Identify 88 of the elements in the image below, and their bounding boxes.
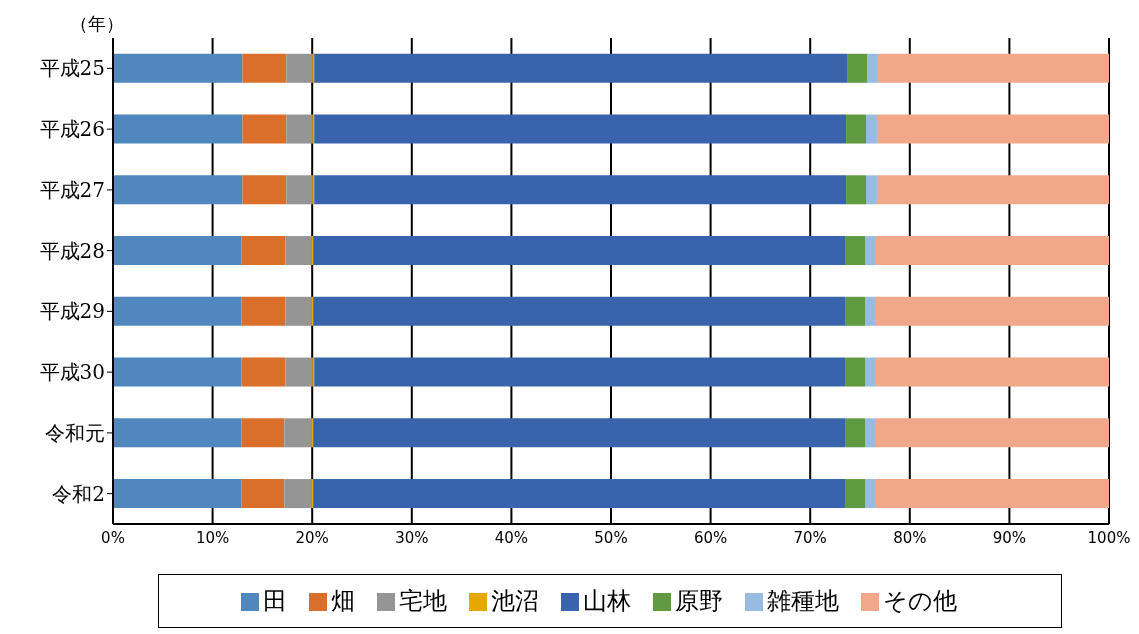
- bar: [864, 479, 876, 509]
- x-tick-label: 40%: [494, 528, 529, 547]
- x-tick-label: 30%: [395, 528, 429, 547]
- bar: [286, 175, 313, 205]
- legend-label: 池沼: [491, 587, 539, 615]
- bar: [241, 418, 285, 448]
- bar: [875, 479, 1109, 509]
- legend-label: 宅地: [399, 587, 447, 615]
- bar: [113, 418, 242, 448]
- x-tick-label: 20%: [295, 528, 329, 547]
- bar: [314, 53, 848, 83]
- y-tick-label: 令和元: [45, 420, 105, 445]
- bar: [242, 53, 287, 83]
- bar: [113, 175, 243, 205]
- bar: [875, 357, 1109, 387]
- x-tick-label: 50%: [594, 528, 628, 547]
- legend-label: 田: [263, 587, 287, 615]
- legend-label: 畑: [331, 587, 355, 615]
- y-tick-label: 平成28: [39, 238, 105, 263]
- bar: [845, 479, 865, 509]
- bar: [846, 175, 866, 205]
- bar: [113, 53, 243, 83]
- legend-label: 雑種地: [767, 587, 839, 615]
- x-tick-label: 100%: [1087, 528, 1131, 547]
- legend-label: 山林: [583, 587, 631, 615]
- bar: [284, 418, 312, 448]
- bar: [845, 296, 865, 326]
- bar: [284, 479, 312, 509]
- bar: [311, 479, 314, 509]
- bar: [241, 236, 286, 266]
- bar: [285, 296, 312, 326]
- bar: [864, 418, 876, 448]
- bar: [241, 357, 286, 387]
- bar: [311, 296, 314, 326]
- bar: [313, 479, 846, 509]
- bar: [285, 236, 312, 266]
- bar: [285, 357, 313, 387]
- bar: [875, 296, 1109, 326]
- bar: [864, 236, 876, 266]
- y-axis-title: （年）: [70, 12, 124, 36]
- bar: [313, 418, 846, 448]
- x-tick-label: 80%: [893, 528, 927, 547]
- bar: [864, 296, 876, 326]
- bar: [314, 175, 847, 205]
- bar: [876, 114, 1109, 144]
- bar: [876, 175, 1109, 205]
- bar: [113, 236, 242, 266]
- legend-label: その他: [883, 587, 957, 615]
- bar: [875, 418, 1109, 448]
- bar: [311, 418, 314, 448]
- bar: [313, 296, 846, 326]
- bar: [242, 114, 287, 144]
- bar: [845, 357, 865, 387]
- x-tick-label: 60%: [693, 528, 728, 547]
- x-tick-label: 90%: [992, 528, 1027, 547]
- bar: [241, 296, 286, 326]
- x-tick-label: 0%: [101, 528, 125, 547]
- bar: [314, 357, 846, 387]
- bar: [313, 236, 846, 266]
- bar: [113, 357, 242, 387]
- bar: [847, 53, 867, 83]
- bar: [845, 418, 865, 448]
- bar: [864, 357, 876, 387]
- legend-label: 原野: [675, 587, 723, 615]
- y-tick-label: 令和2: [52, 481, 105, 506]
- bar: [286, 114, 313, 144]
- bar: [314, 114, 847, 144]
- bar: [311, 236, 314, 266]
- y-tick-label: 平成27: [39, 177, 105, 202]
- x-tick-label: 10%: [195, 528, 230, 547]
- y-tick-label: 平成25: [39, 56, 105, 81]
- bar: [286, 53, 313, 83]
- bar: [846, 114, 866, 144]
- bar: [875, 236, 1109, 266]
- bar: [241, 479, 285, 509]
- bar: [242, 175, 287, 205]
- bar: [845, 236, 865, 266]
- y-tick-label: 平成29: [39, 299, 105, 324]
- bar: [113, 296, 242, 326]
- bar: [113, 114, 243, 144]
- x-tick-label: 70%: [793, 528, 827, 547]
- bar: [877, 53, 1109, 83]
- bar: [865, 114, 877, 144]
- bar: [113, 479, 242, 509]
- y-tick-label: 平成30: [39, 360, 105, 385]
- bar: [865, 175, 877, 205]
- y-tick-label: 平成26: [39, 117, 105, 142]
- bar: [866, 53, 878, 83]
